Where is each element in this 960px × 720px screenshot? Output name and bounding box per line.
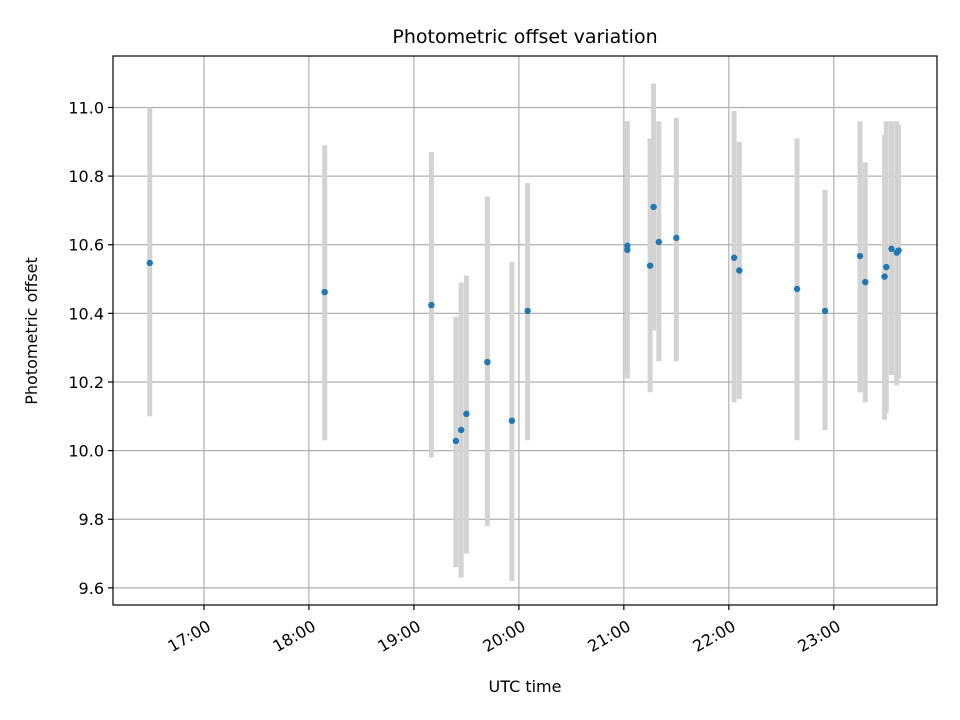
x-axis-title: UTC time [489, 677, 562, 696]
data-point [673, 234, 680, 242]
data-point [650, 203, 657, 211]
data-point [888, 245, 895, 253]
data-point [793, 285, 801, 293]
y-tick-label: 10.8 [68, 167, 104, 186]
data-point [457, 426, 465, 434]
data-point [524, 307, 531, 315]
chart-title: Photometric offset variation [392, 26, 657, 48]
y-tick-label: 11.0 [68, 98, 104, 117]
data-point [624, 242, 631, 249]
y-tick-label: 10.2 [68, 373, 104, 392]
grid-lines [113, 56, 937, 605]
data-point [856, 252, 864, 260]
data-point [646, 262, 654, 269]
data-point [895, 247, 902, 254]
y-tick-label: 10.0 [68, 442, 104, 461]
y-tick-label: 10.6 [68, 236, 104, 255]
y-axis-ticks: 9.6 9.8 10.0 10.2 10.4 10.6 10.8 11.0 [68, 98, 113, 598]
data-point [655, 238, 663, 246]
y-tick-label: 9.8 [79, 510, 104, 529]
data-point [730, 254, 738, 261]
y-axis-title: Photometric offset [22, 257, 41, 405]
data-point [321, 288, 328, 296]
data-point [508, 417, 516, 424]
data-point [428, 301, 435, 309]
y-tick-label: 10.4 [68, 304, 104, 323]
data-point [452, 437, 460, 445]
data-point [736, 267, 743, 274]
data-point [883, 263, 890, 271]
data-point [463, 410, 470, 418]
data-point [862, 278, 869, 286]
plot-frame [112, 55, 938, 606]
data-point [146, 259, 153, 267]
y-tick-label: 9.6 [79, 579, 104, 598]
data-point [881, 273, 888, 280]
data-point [484, 358, 491, 366]
data-point [821, 307, 829, 315]
data-points [146, 203, 902, 445]
